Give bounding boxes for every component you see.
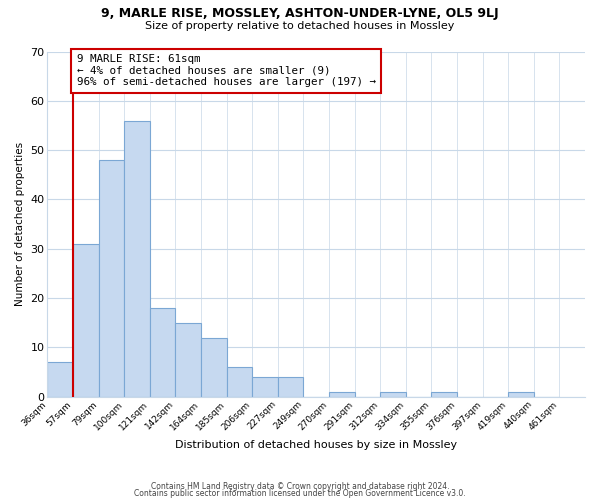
Bar — [175, 323, 201, 397]
Bar — [380, 392, 406, 397]
Bar — [73, 244, 98, 397]
Text: 9 MARLE RISE: 61sqm
← 4% of detached houses are smaller (9)
96% of semi-detached: 9 MARLE RISE: 61sqm ← 4% of detached hou… — [77, 54, 376, 87]
Text: Contains public sector information licensed under the Open Government Licence v3: Contains public sector information licen… — [134, 490, 466, 498]
Bar — [508, 392, 534, 397]
Bar — [124, 120, 150, 397]
Bar — [252, 377, 278, 397]
Text: Size of property relative to detached houses in Mossley: Size of property relative to detached ho… — [145, 21, 455, 31]
Bar — [431, 392, 457, 397]
Y-axis label: Number of detached properties: Number of detached properties — [15, 142, 25, 306]
Bar — [329, 392, 355, 397]
Bar — [201, 338, 227, 397]
Bar — [278, 377, 304, 397]
Text: Contains HM Land Registry data © Crown copyright and database right 2024.: Contains HM Land Registry data © Crown c… — [151, 482, 449, 491]
Bar — [227, 367, 252, 397]
Bar — [47, 362, 73, 397]
Text: 9, MARLE RISE, MOSSLEY, ASHTON-UNDER-LYNE, OL5 9LJ: 9, MARLE RISE, MOSSLEY, ASHTON-UNDER-LYN… — [101, 8, 499, 20]
Bar — [98, 160, 124, 397]
Bar — [150, 308, 175, 397]
X-axis label: Distribution of detached houses by size in Mossley: Distribution of detached houses by size … — [175, 440, 457, 450]
